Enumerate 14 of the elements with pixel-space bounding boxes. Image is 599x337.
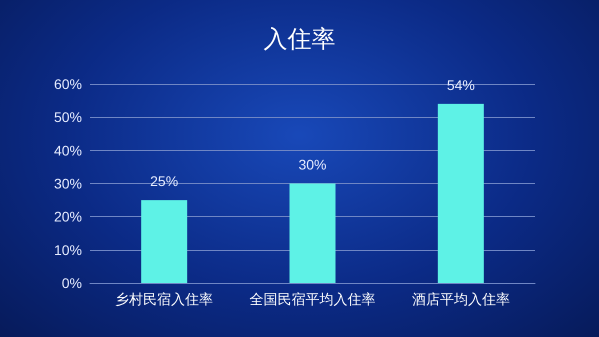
x-tick-label: 乡村民宿入住率 [115, 292, 214, 308]
y-tick-label: 20% [54, 208, 82, 225]
y-tick-label: 0% [62, 275, 82, 291]
data-label: 30% [298, 156, 327, 172]
data-label: 54% [446, 76, 475, 93]
y-tick-label: 60% [54, 76, 82, 92]
y-tick-label: 40% [54, 142, 82, 158]
y-tick-label: 50% [54, 109, 82, 126]
x-tick-label: 酒店平均入住率 [412, 292, 510, 308]
chart-title: 入住率 [264, 25, 336, 53]
y-tick-label: 10% [54, 242, 82, 258]
data-label: 25% [150, 173, 178, 190]
y-tick-label: 30% [54, 176, 82, 192]
x-tick-label: 全国民宿平均入住率 [250, 292, 376, 308]
